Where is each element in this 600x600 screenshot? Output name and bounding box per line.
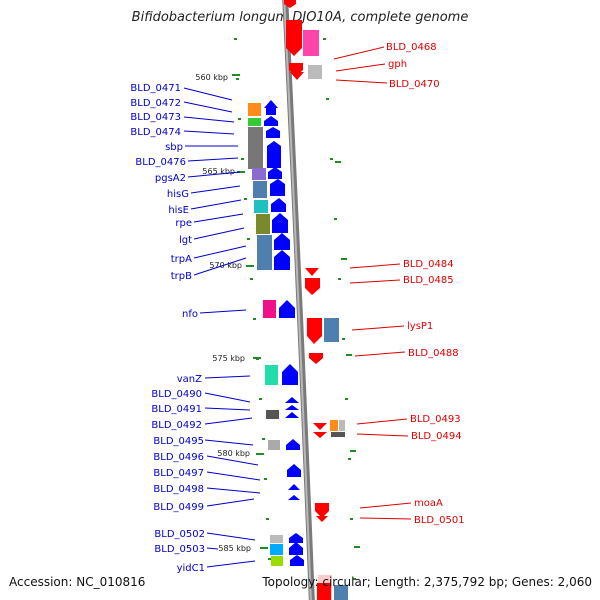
label-BLD_0497[interactable]: BLD_0497: [153, 468, 204, 479]
label-BLD_0468[interactable]: BLD_0468: [386, 42, 437, 53]
gene-BLD_0470: [290, 72, 304, 80]
right-leader-lines: [333, 46, 412, 520]
label-BLD_0503[interactable]: BLD_0503: [154, 544, 205, 555]
label-BLD_0488[interactable]: BLD_0488: [408, 348, 459, 359]
label-BLD_0471[interactable]: BLD_0471: [130, 83, 181, 94]
gene-rpe: [272, 213, 288, 233]
cog-blocks-left: [248, 103, 283, 566]
gene-BLD_0499: [288, 495, 300, 500]
gene-hisE: [271, 198, 286, 212]
label-nfo[interactable]: nfo: [182, 309, 198, 320]
label-vanZ[interactable]: vanZ: [177, 374, 202, 385]
genome-backbone-highlight: [283, 0, 312, 600]
gene-BLD_0501: [316, 516, 328, 522]
gene-BLD_0484: [305, 268, 319, 276]
label-moaA[interactable]: moaA: [414, 498, 443, 509]
gene-BLD_0492: [285, 412, 299, 418]
label-lysP1[interactable]: lysP1: [407, 321, 433, 332]
gene-BLD_0474: [266, 127, 280, 138]
scale-tick: [256, 453, 264, 455]
label-BLD_0501[interactable]: BLD_0501: [414, 515, 465, 526]
gene-BLD_0493: [313, 423, 327, 430]
label-hisG[interactable]: hisG: [167, 189, 189, 200]
label-trpA[interactable]: trpA: [171, 254, 192, 265]
label-BLD_0473[interactable]: BLD_0473: [130, 112, 181, 123]
gene-vanZ: [282, 364, 298, 385]
scale-label-575: 575 kbp: [212, 354, 245, 363]
scale-tick: [237, 171, 245, 173]
label-BLD_0499[interactable]: BLD_0499: [153, 502, 204, 513]
gene-moaA: [315, 503, 329, 518]
gene-sbp: [267, 141, 281, 168]
label-BLD_0492[interactable]: BLD_0492: [151, 420, 202, 431]
gene-BLD_0495: [286, 439, 300, 450]
right-gene-labels: BLD_0468 gph BLD_0470 BLD_0484 BLD_0485 …: [386, 42, 465, 526]
gene-BLD_0502: [289, 533, 303, 543]
label-lgt[interactable]: lgt: [179, 235, 192, 246]
gene-BLD_0472: [264, 100, 278, 115]
scale-tick: [253, 357, 261, 359]
map-title: Bifidobacterium longum DJO10A, complete …: [131, 10, 469, 25]
gene-BLD_0468: [286, 20, 302, 56]
scale-tick: [260, 547, 268, 549]
scale-label-560: 560 kbp: [195, 73, 228, 82]
left-gene-labels: BLD_0471 BLD_0472 BLD_0473 BLD_0474 sbp …: [130, 83, 205, 574]
label-BLD_0502[interactable]: BLD_0502: [154, 529, 205, 540]
gene-pgsA2: [268, 167, 282, 179]
scale-label-570: 570 kbp: [209, 261, 242, 270]
scale-tick: [246, 265, 254, 267]
gene-nfo: [279, 300, 295, 318]
gene-BLD_0498: [288, 484, 300, 490]
label-BLD_0493[interactable]: BLD_0493: [410, 414, 461, 425]
label-BLD_0472[interactable]: BLD_0472: [130, 98, 181, 109]
gene-lgt: [274, 233, 290, 250]
gene-BLD_0497: [287, 464, 301, 477]
gene-BLD_0503: [289, 542, 303, 555]
gene-BLD_0473: [264, 116, 278, 126]
gene-BLD_0485: [305, 278, 320, 295]
label-BLD_0494[interactable]: BLD_0494: [411, 431, 462, 442]
gene-hisG: [270, 179, 285, 196]
label-yidC1[interactable]: yidC1: [177, 563, 205, 574]
gene-BLD_0494: [313, 432, 327, 438]
gene-BLD_0491: [285, 405, 299, 410]
gene-BLD_0490: [285, 397, 299, 403]
label-trpB[interactable]: trpB: [171, 271, 192, 282]
label-BLD_0484[interactable]: BLD_0484: [403, 259, 454, 270]
label-BLD_0474[interactable]: BLD_0474: [130, 127, 181, 138]
forward-strand-genes: [264, 100, 304, 566]
gene-BLD_0467: [284, 0, 296, 8]
label-sbp[interactable]: sbp: [165, 142, 183, 153]
gene-BLD_0505: [317, 583, 331, 600]
reverse-strand-genes: [284, 0, 331, 600]
gene-trpA-trpB: [274, 250, 290, 270]
label-BLD_0490[interactable]: BLD_0490: [151, 389, 202, 400]
scale-bar: 560 kbp 565 kbp 570 kbp 575 kbp 580 kbp …: [195, 73, 268, 553]
scale-label-580: 580 kbp: [217, 449, 250, 458]
label-gph[interactable]: gph: [388, 59, 407, 70]
gene-lysP1: [307, 318, 322, 344]
genome-stats-label: Topology: circular; Length: 2,375,792 bp…: [262, 575, 592, 589]
label-BLD_0498[interactable]: BLD_0498: [153, 484, 204, 495]
label-rpe[interactable]: rpe: [175, 218, 192, 229]
left-leader-lines: [183, 87, 261, 568]
scale-tick: [232, 74, 240, 76]
scale-label-585: 585 kbp: [218, 544, 251, 553]
scale-label-565: 565 kbp: [202, 167, 235, 176]
label-pgsA2[interactable]: pgsA2: [155, 173, 186, 184]
label-BLD_0491[interactable]: BLD_0491: [151, 404, 202, 415]
label-BLD_0476[interactable]: BLD_0476: [135, 157, 186, 168]
label-BLD_0470[interactable]: BLD_0470: [389, 79, 440, 90]
label-hisE[interactable]: hisE: [168, 205, 189, 216]
label-BLD_0485[interactable]: BLD_0485: [403, 275, 454, 286]
label-BLD_0496[interactable]: BLD_0496: [153, 452, 204, 463]
gene-yidC1: [290, 555, 304, 566]
label-BLD_0495[interactable]: BLD_0495: [153, 436, 204, 447]
accession-label: Accession: NC_010816: [9, 575, 146, 589]
gene-BLD_0488: [309, 353, 323, 364]
